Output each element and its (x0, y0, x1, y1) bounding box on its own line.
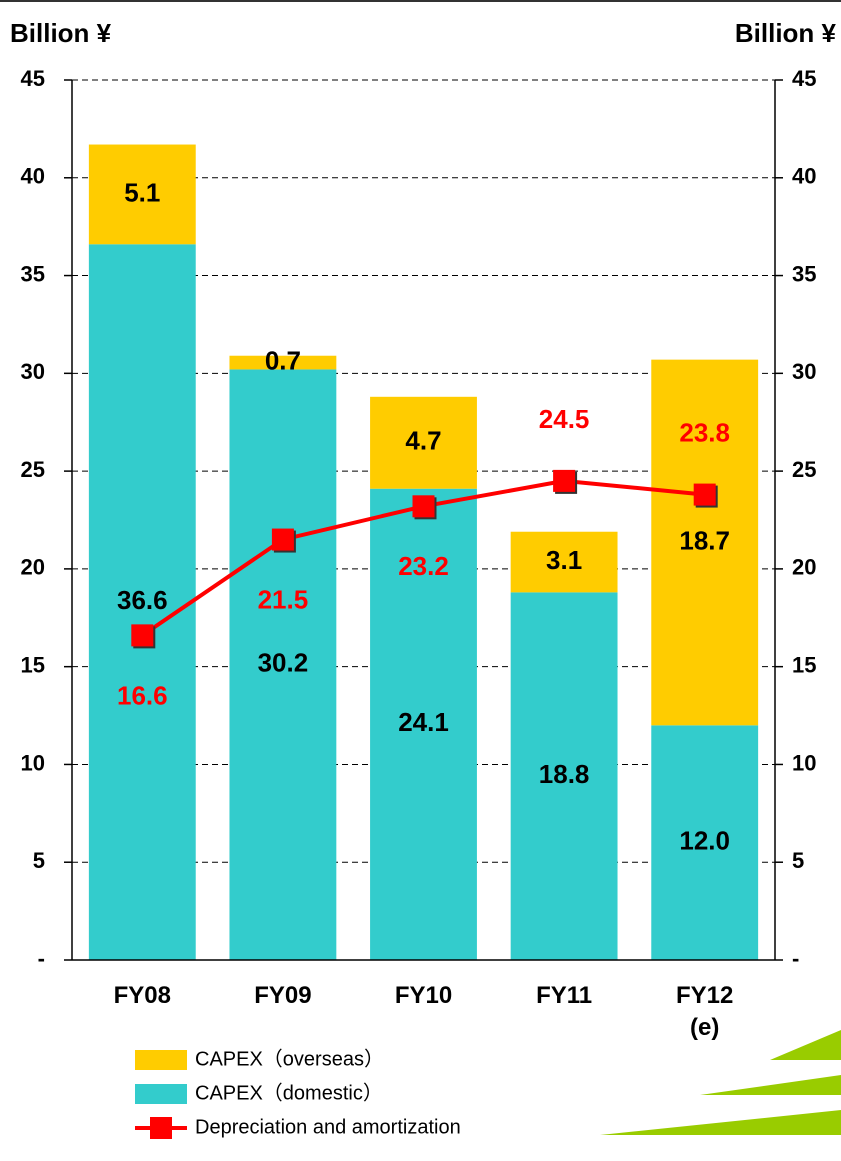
data-label: 4.7 (405, 426, 441, 456)
bar (510, 592, 618, 960)
y2-tick-label: 35 (792, 261, 816, 286)
data-label: 5.1 (124, 177, 160, 207)
bar (88, 244, 196, 960)
y-tick-label: 15 (21, 652, 45, 677)
bar (510, 531, 618, 593)
y-tick-label: 35 (21, 261, 45, 286)
data-label: 21.5 (258, 584, 309, 614)
decoration (700, 1075, 841, 1095)
y2-tick-label: 15 (792, 652, 816, 677)
y2-tick-label: 40 (792, 164, 816, 189)
x-tick-label: FY10 (394, 982, 453, 1009)
marker (553, 469, 576, 492)
data-label: 30.2 (258, 648, 309, 678)
data-label: 24.5 (539, 404, 590, 434)
data-label: 0.7 (265, 345, 301, 375)
y-axis-label: Billion ¥ (10, 18, 112, 48)
data-label: 12.0 (679, 826, 730, 856)
y-tick-label: 20 (21, 555, 45, 580)
legend-marker (150, 1117, 172, 1139)
x-tick-label: FY08 (113, 982, 171, 1009)
y2-axis-label: Billion ¥ (735, 18, 837, 48)
legend-label: CAPEX（domestic） (195, 1081, 383, 1104)
legend-label: Depreciation and amortization (195, 1116, 461, 1138)
y2-tick-label: 45 (792, 66, 816, 91)
x-tick-label: FY12 (e) (676, 982, 734, 1041)
x-tick-label: FY11 (536, 982, 593, 1009)
y2-tick-label: 10 (792, 750, 816, 775)
y-tick-label: 45 (21, 66, 45, 91)
bar (370, 396, 477, 489)
y-tick-label: 30 (21, 359, 45, 384)
data-label: 18.8 (539, 759, 590, 789)
data-label: 24.1 (398, 707, 449, 737)
y-tick-label: 10 (21, 750, 45, 775)
bar (229, 369, 337, 960)
marker (271, 528, 294, 551)
bar (88, 144, 196, 245)
bar (651, 725, 759, 960)
legend-swatch (135, 1050, 187, 1070)
bar (229, 355, 337, 370)
marker (693, 483, 716, 506)
y2-tick-label: 25 (792, 457, 816, 482)
marker (412, 495, 435, 518)
decoration (600, 1110, 841, 1135)
y-tick-label: 5 (33, 848, 45, 873)
data-label: 23.2 (398, 551, 449, 581)
data-label: 16.6 (117, 680, 168, 710)
marker (131, 624, 154, 647)
y2-tick-label: 5 (792, 848, 804, 873)
y-tick-label: 40 (21, 164, 45, 189)
y2-tick-label: 30 (792, 359, 816, 384)
bar (651, 359, 759, 726)
decoration (770, 1030, 841, 1060)
data-label: 3.1 (546, 545, 582, 575)
data-label: 18.7 (679, 525, 730, 555)
legend-swatch (135, 1084, 187, 1104)
y-tick-label: - (38, 946, 45, 971)
bar (370, 488, 477, 960)
y2-tick-label: 20 (792, 555, 816, 580)
x-tick-label: FY09 (254, 982, 312, 1009)
data-label: 36.6 (117, 585, 168, 615)
legend-label: CAPEX（overseas） (195, 1047, 384, 1070)
y2-tick-label: - (792, 946, 799, 971)
y-tick-label: 25 (21, 457, 45, 482)
data-label: 23.8 (679, 417, 730, 447)
